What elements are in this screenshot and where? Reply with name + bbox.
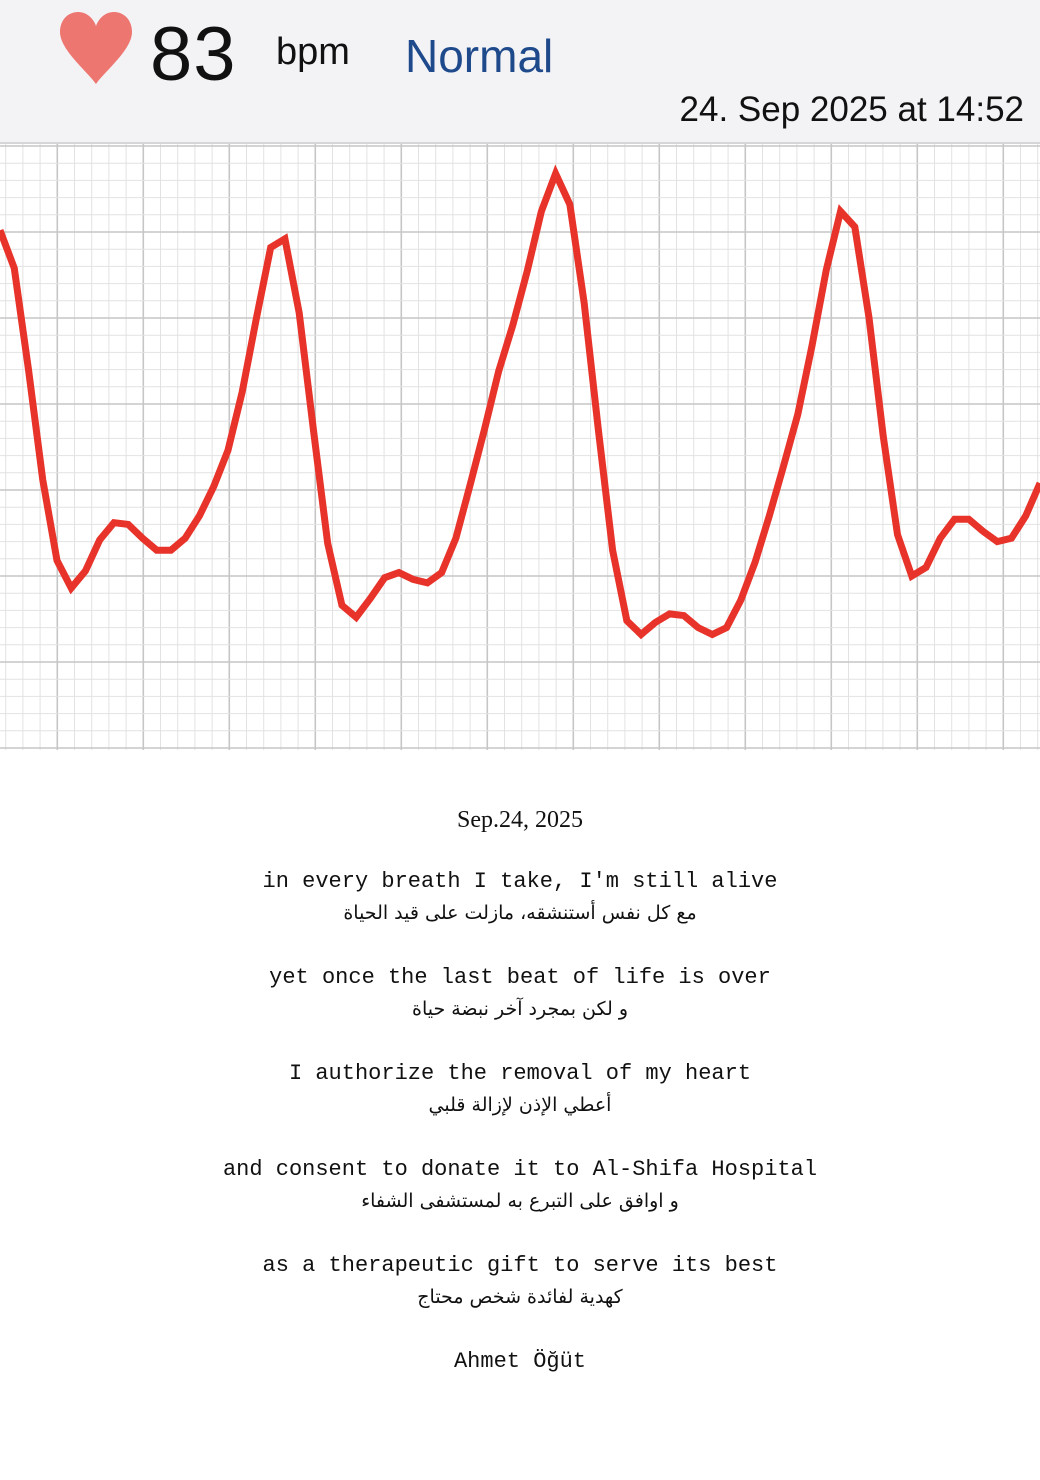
stanza-arabic: مع كل نفس أستنشقه، مازلت على قيد الحياة: [343, 902, 697, 924]
stanza-english: I authorize the removal of my heart: [288, 1061, 752, 1086]
stanza: I authorize the removal of my heart أعطي…: [0, 1058, 1040, 1120]
poem: Sep.24, 2025 in every breath I take, I'm…: [0, 800, 1040, 1378]
stanza-arabic: أعطي الإذن لإزالة قلبي: [428, 1094, 612, 1116]
signature: Ahmet Öğüt: [453, 1349, 587, 1374]
bpm-value: 83: [150, 12, 237, 97]
ecg-chart: [0, 144, 1040, 750]
stanza: in every breath I take, I'm still alive …: [0, 866, 1040, 928]
stanza-english: as a therapeutic gift to serve its best: [262, 1253, 778, 1278]
bpm-unit: bpm: [276, 31, 350, 73]
stanza-arabic: كهدية لفائدة شخص محتاج: [417, 1286, 623, 1308]
heart-rate-header: 83 bpm Normal 24. Sep 2025 at 14:52: [0, 0, 1040, 144]
timestamp: 24. Sep 2025 at 14:52: [679, 90, 1024, 129]
stanza-english: and consent to donate it to Al-Shifa Hos…: [222, 1157, 818, 1182]
status-label: Normal: [405, 30, 554, 82]
stanza-arabic: و لكن بمجرد آخر نبضة حياة: [411, 998, 628, 1020]
stanza-english: yet once the last beat of life is over: [269, 965, 771, 990]
stanza: and consent to donate it to Al-Shifa Hos…: [0, 1154, 1040, 1216]
stanza: yet once the last beat of life is over و…: [0, 962, 1040, 1024]
stanza: as a therapeutic gift to serve its best …: [0, 1250, 1040, 1312]
stanza-english: in every breath I take, I'm still alive: [262, 869, 778, 894]
heart-icon: [60, 12, 132, 84]
stanza-arabic: و اوافق على التبرع به لمستشفى الشفاء: [361, 1190, 679, 1212]
ecg-trace: [0, 164, 1040, 640]
poem-date: Sep.24, 2025: [457, 807, 583, 833]
